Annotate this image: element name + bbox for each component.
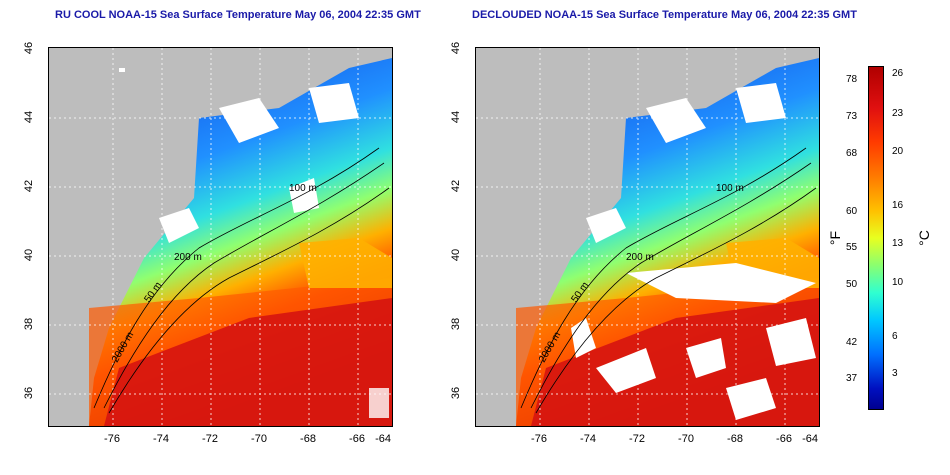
left-lon-70: -70 xyxy=(251,433,267,445)
colorbar-f-42: 42 xyxy=(846,337,858,348)
left-lon-72: -72 xyxy=(202,433,218,445)
right-lon-66: -66 xyxy=(776,433,792,445)
colorbar-f-55: 55 xyxy=(846,242,858,253)
colorbar-c-16: 16 xyxy=(892,200,904,211)
colorbar-c-3: 3 xyxy=(892,368,898,379)
left-lat-36: 36 xyxy=(23,386,35,400)
colorbar-c-23: 23 xyxy=(892,108,904,119)
colorbar-c-20: 20 xyxy=(892,146,904,157)
right-lon-74: -74 xyxy=(580,433,596,445)
right-lat-46: 46 xyxy=(450,41,462,55)
left-sst-map: 50 m 200 m 2000 m 100 m xyxy=(48,47,393,427)
left-lat-42: 42 xyxy=(23,179,35,193)
celsius-unit-label: °C xyxy=(915,230,932,246)
right-lon-64: -64 xyxy=(802,433,818,445)
right-sst-image: 50 m 200 m 2000 m 100 m xyxy=(476,48,819,426)
colorbar-f-78: 78 xyxy=(846,74,858,85)
right-map-title: DECLOUDED NOAA-15 Sea Surface Temperatur… xyxy=(472,9,857,21)
temperature-colorbar xyxy=(868,66,884,410)
left-lat-40: 40 xyxy=(23,248,35,262)
left-sst-image: 50 m 200 m 2000 m 100 m xyxy=(49,48,392,426)
colorbar-c-13: 13 xyxy=(892,238,904,249)
colorbar-f-37: 37 xyxy=(846,373,858,384)
left-map-title: RU COOL NOAA-15 Sea Surface Temperature … xyxy=(55,9,421,21)
colorbar-f-73: 73 xyxy=(846,111,858,122)
right-lat-38: 38 xyxy=(450,317,462,331)
left-lon-64: -64 xyxy=(375,433,391,445)
right-lat-36: 36 xyxy=(450,386,462,400)
right-lon-72: -72 xyxy=(629,433,645,445)
contour-label-200m: 200 m xyxy=(626,252,654,263)
right-lat-44: 44 xyxy=(450,110,462,124)
left-lat-38: 38 xyxy=(23,317,35,331)
left-lon-66: -66 xyxy=(349,433,365,445)
right-sst-map: 50 m 200 m 2000 m 100 m xyxy=(475,47,820,427)
contour-label-100m: 100 m xyxy=(289,183,317,194)
colorbar-c-6: 6 xyxy=(892,331,898,342)
left-lat-44: 44 xyxy=(23,110,35,124)
contour-label-200m: 200 m xyxy=(174,252,202,263)
fahrenheit-unit-label: °F xyxy=(827,230,844,246)
right-lon-68: -68 xyxy=(727,433,743,445)
contour-label-100m: 100 m xyxy=(716,183,744,194)
right-lon-76: -76 xyxy=(531,433,547,445)
colorbar-f-68: 68 xyxy=(846,148,858,159)
right-lat-42: 42 xyxy=(450,179,462,193)
left-lat-46: 46 xyxy=(23,41,35,55)
right-lon-70: -70 xyxy=(678,433,694,445)
left-lon-68: -68 xyxy=(300,433,316,445)
colorbar-f-50: 50 xyxy=(846,279,858,290)
left-lon-74: -74 xyxy=(153,433,169,445)
left-lon-76: -76 xyxy=(104,433,120,445)
colorbar-f-60: 60 xyxy=(846,206,858,217)
colorbar-c-26: 26 xyxy=(892,68,904,79)
right-lat-40: 40 xyxy=(450,248,462,262)
colorbar-c-10: 10 xyxy=(892,277,904,288)
